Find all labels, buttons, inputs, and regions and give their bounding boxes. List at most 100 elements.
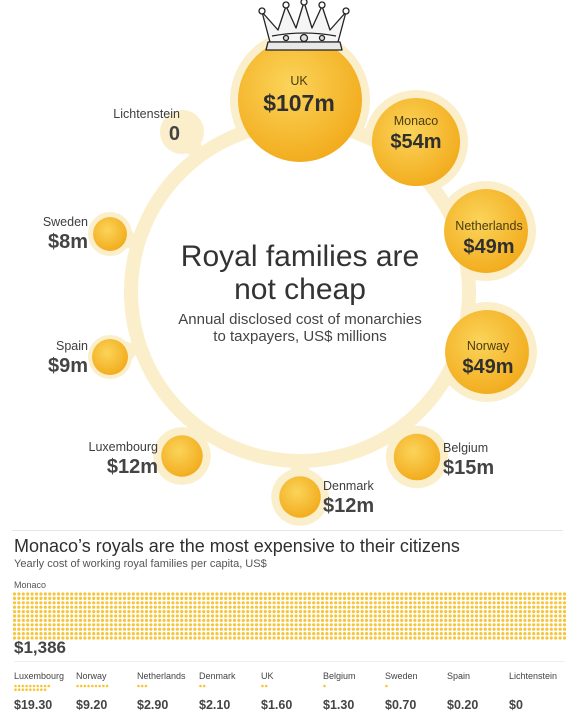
dot-monaco	[479, 627, 483, 631]
dot-monaco	[342, 614, 347, 618]
dot-monaco	[514, 632, 518, 636]
dot-monaco	[488, 636, 492, 640]
bubble-netherlands	[444, 189, 528, 273]
dot-monaco	[360, 601, 364, 605]
dot-monaco	[206, 618, 210, 623]
dot-monaco	[532, 632, 536, 636]
dot-monaco	[307, 614, 311, 618]
dot-monaco	[197, 601, 201, 605]
dot-monaco	[303, 592, 307, 596]
dot-monaco	[395, 605, 399, 609]
dot-monaco	[83, 605, 87, 609]
dot-monaco	[558, 614, 562, 618]
dot-monaco	[514, 596, 518, 601]
dot-monaco	[439, 592, 443, 596]
dot-monaco	[175, 618, 179, 623]
dot-monaco	[439, 627, 443, 631]
dot-monaco	[232, 618, 237, 623]
dot-monaco	[206, 601, 210, 605]
dot-monaco	[435, 614, 439, 618]
dot-monaco	[351, 601, 355, 605]
dot-monaco	[140, 592, 144, 596]
dot-monaco	[118, 632, 122, 636]
dot-monaco	[188, 623, 193, 627]
country-value: $9.20	[76, 698, 108, 712]
dot-monaco	[48, 596, 52, 601]
dot-monaco	[373, 614, 377, 618]
dot-monaco	[276, 592, 281, 596]
dot-monaco	[202, 632, 206, 636]
dot-monaco	[386, 614, 391, 618]
label-uk: UK $107m	[262, 75, 336, 115]
dot-monaco	[197, 592, 201, 596]
dot-monaco	[250, 614, 254, 618]
dot-monaco	[224, 623, 228, 627]
dot-monaco	[545, 623, 549, 627]
dot-monaco	[492, 618, 496, 623]
dot-monaco	[351, 618, 355, 623]
dot-monaco	[105, 605, 109, 609]
dot-monaco	[17, 596, 21, 601]
dot-monaco	[259, 610, 263, 614]
dot-monaco	[558, 592, 562, 596]
dot-monaco	[364, 627, 369, 631]
dot-monaco	[320, 614, 325, 618]
crown-icon	[258, 0, 350, 51]
dot-monaco	[426, 596, 430, 601]
dot-monaco	[351, 632, 355, 636]
dot-monaco	[96, 610, 100, 614]
dot-monaco	[70, 596, 74, 601]
dot-monaco	[404, 592, 408, 596]
dot-monaco	[488, 632, 492, 636]
country-value: $0.70	[385, 698, 417, 712]
dot-monaco	[382, 592, 386, 596]
dot-monaco	[452, 601, 457, 605]
dot-monaco	[21, 618, 25, 623]
dot-monaco	[56, 632, 61, 636]
section-title: Monaco’s royals are the most expensive t…	[14, 536, 460, 556]
dot-monaco	[26, 605, 30, 609]
dot-norway	[87, 684, 90, 688]
country-value: $19.30	[14, 698, 53, 712]
dot-monaco	[496, 610, 501, 614]
dot-monaco	[426, 601, 430, 605]
dot-monaco	[307, 636, 311, 640]
dot-monaco	[237, 636, 241, 640]
dot-monaco	[96, 627, 100, 631]
dot-monaco	[114, 618, 118, 623]
dot-monaco	[527, 618, 531, 623]
dot-monaco	[448, 605, 452, 609]
dot-monaco	[426, 627, 430, 631]
dot-monaco	[114, 623, 118, 627]
dot-monaco	[193, 636, 197, 640]
dot-monaco	[470, 610, 474, 614]
dot-monaco	[127, 610, 131, 614]
dot-monaco	[197, 596, 201, 601]
dot-monaco	[118, 596, 122, 601]
dot-monaco	[378, 592, 382, 596]
dot-monaco	[210, 623, 215, 627]
dot-monaco	[105, 632, 109, 636]
dot-monaco	[483, 636, 487, 640]
dot-monaco	[312, 618, 316, 623]
dot-monaco	[303, 614, 307, 618]
dot-monaco	[329, 592, 333, 596]
dot-monaco	[263, 610, 267, 614]
dot-monaco	[325, 605, 329, 609]
dot-monaco	[175, 592, 179, 596]
dot-monaco	[144, 627, 149, 631]
dot-monaco	[505, 592, 509, 596]
dot-monaco	[435, 610, 439, 614]
dot-monaco	[70, 592, 74, 596]
dot-monaco	[26, 636, 30, 640]
dot-monaco	[78, 627, 83, 631]
dot-monaco	[30, 596, 34, 601]
dot-monaco	[34, 627, 39, 631]
dot-monaco	[78, 596, 83, 601]
dot-monaco	[96, 618, 100, 623]
dot-monaco	[39, 618, 43, 623]
dot-monaco	[149, 618, 153, 623]
dot-monaco	[298, 623, 303, 627]
dot-monaco	[435, 632, 439, 636]
dot-monaco	[430, 601, 435, 605]
